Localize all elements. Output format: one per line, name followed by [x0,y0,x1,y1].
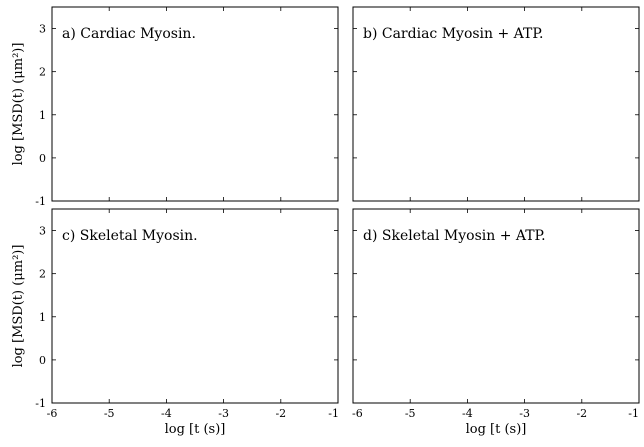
panel-a-ylabel: log [MSD(t) (μm²)] [11,43,26,166]
panel-c-ytick-label: 1 [39,311,46,324]
panel-c-xlabel: log [t (s)] [165,422,226,437]
panel-a-frame [51,6,339,202]
panel-c-xtick-label: -4 [161,407,172,420]
panel-a-ytick-label: 2 [39,66,46,79]
panel-d-title: d) Skeletal Myosin + ATP. [363,228,546,244]
panel-a-ytick-label: 3 [39,23,46,36]
panel-b-frame [352,6,640,202]
panel-d-xtick-label: -6 [352,407,363,420]
panel-c-ytick-label: 3 [39,225,46,238]
panel-a-ytick-label: -1 [35,195,46,208]
panel-c-xtick-label: -5 [104,407,115,420]
panel-d-frame [352,208,640,404]
panel-c-frame [51,208,339,404]
panel-a-title: a) Cardiac Myosin. [62,26,196,42]
panel-b: b) Cardiac Myosin + ATP. [352,6,640,202]
panel-a: -1 0 1 2 3 a) Cardiac Myosin. log [MSD(t) (μm²… [11,6,339,208]
panel-c-title: c) Skeletal Myosin. [62,228,198,244]
panel-d-xtick-label: -4 [462,407,473,420]
panel-d-xtick-label: -3 [519,407,530,420]
panel-b-title: b) Cardiac Myosin + ATP. [363,26,543,42]
panel-a-ytick-label: 0 [39,152,46,165]
panel-c-ytick-label: -1 [35,397,46,410]
panel-c: -1 0 1 2 3 -6 -5 -4 -3 -2 -1 c) Skeletal Myosin. log… [11,208,339,437]
panel-c-ytick-label: 0 [39,354,46,367]
panel-c-xtick-label: -1 [328,407,339,420]
panel-d-xtick-label: -1 [628,407,639,420]
panel-a-ytick-label: 1 [39,109,46,122]
panel-c-xtick-label: -3 [218,407,229,420]
panel-c-ylabel: log [MSD(t) (μm²)] [11,245,26,368]
panel-c-ytick-label: 2 [39,268,46,281]
panel-c-xtick-label: -6 [47,407,58,420]
panel-d-xtick-label: -5 [405,407,416,420]
panel-c-xtick-label: -2 [275,407,286,420]
panel-d: -6 -5 -4 -3 -2 -1 d) Skeletal Myosin + ATP. log… [352,208,640,437]
panel-d-xlabel: log [t (s)] [466,422,527,437]
panel-d-xtick-label: -2 [576,407,587,420]
